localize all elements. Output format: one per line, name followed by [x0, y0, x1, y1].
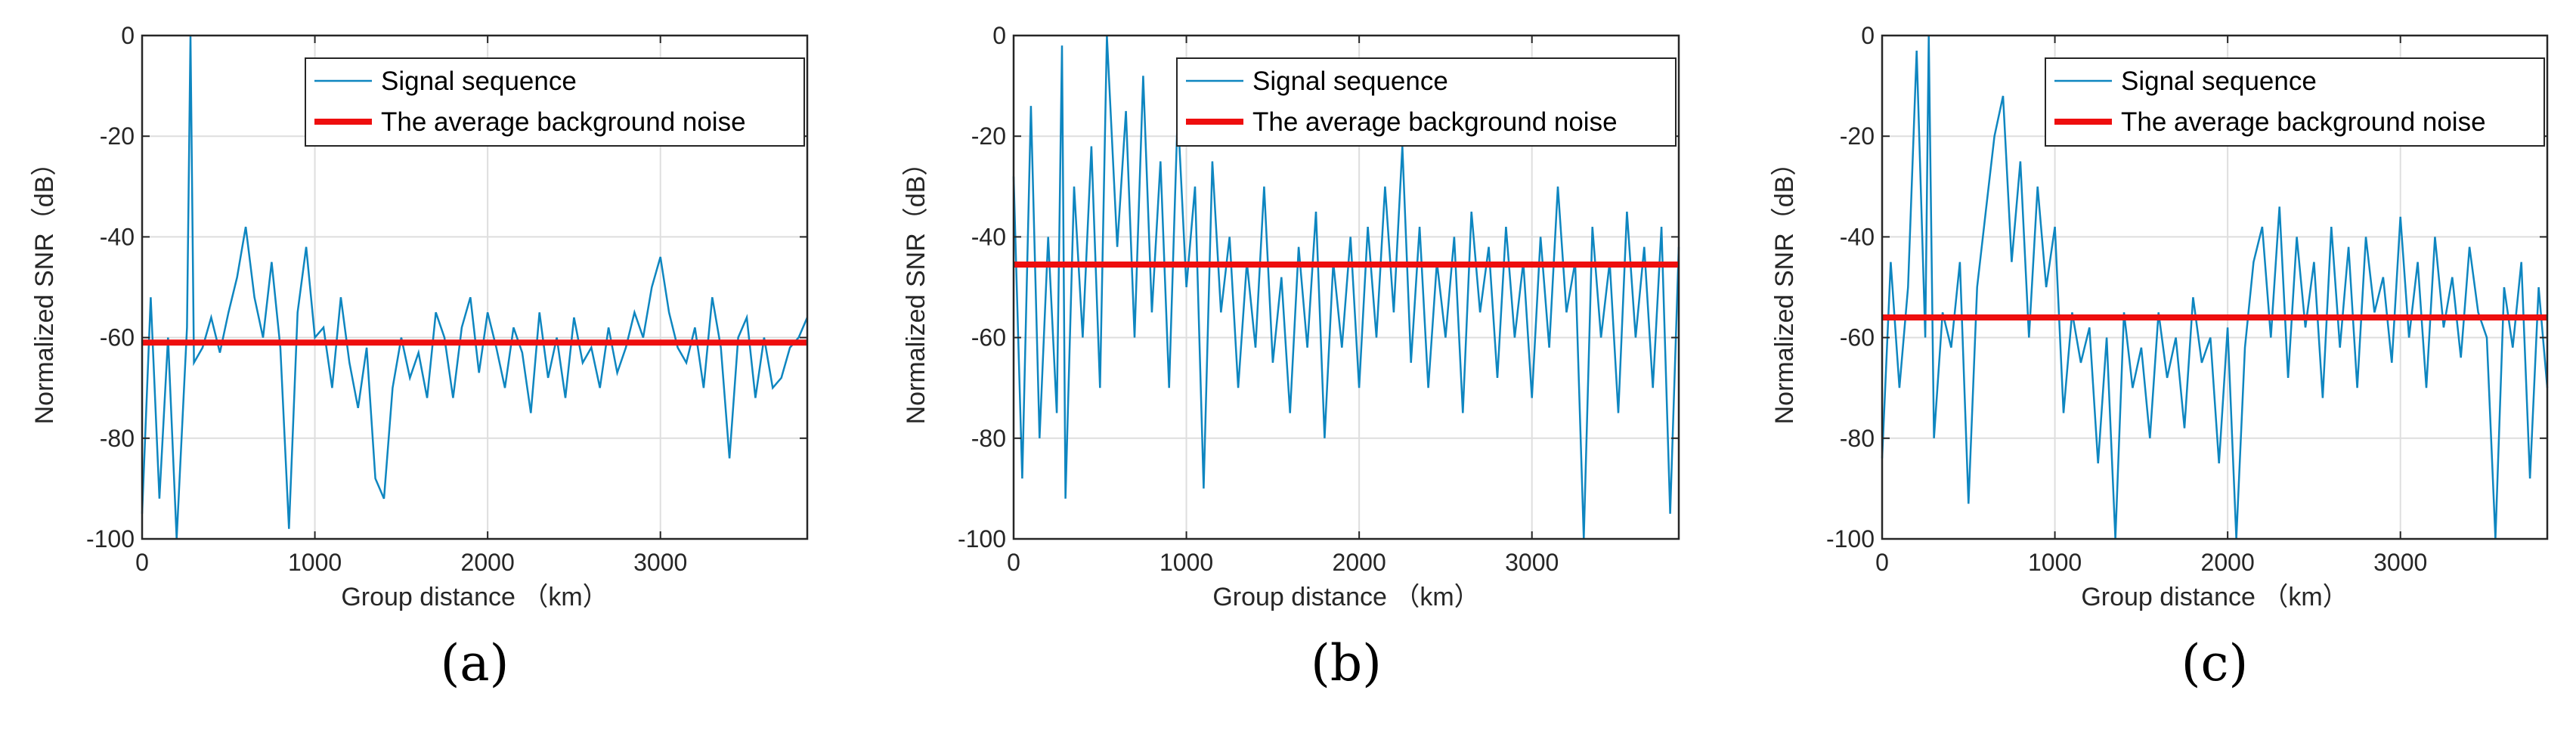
legend-entry: The average background noise — [381, 107, 746, 137]
x-tick-label: 2000 — [2201, 549, 2255, 576]
y-axis-label: Normalized SNR（dB） — [902, 150, 930, 425]
x-tick-label: 1000 — [2028, 549, 2082, 576]
signal-line — [1881, 35, 2549, 540]
x-tick-label: 2000 — [1333, 549, 1386, 576]
y-tick-label: -20 — [1840, 122, 1875, 150]
panel-label: (c) — [2181, 634, 2248, 692]
x-tick-label: 1000 — [1160, 549, 1213, 576]
legend-entry: Signal sequence — [1252, 67, 1448, 96]
axes-box — [141, 34, 809, 540]
y-tick-label: -60 — [971, 324, 1006, 351]
signal-line — [1012, 35, 1680, 540]
chart-panel-2: 0 1000 2000 3000 0 -20 -40 -60 -80 -100 Group dist… — [1770, 22, 2549, 692]
x-tick-label: 0 — [135, 549, 149, 576]
y-tick-label: -20 — [971, 122, 1006, 150]
y-tick-label: -80 — [1840, 425, 1875, 452]
x-axis-label: Group distance （km） — [1212, 583, 1479, 611]
y-tick-label: 0 — [992, 22, 1006, 49]
axes-box — [1012, 34, 1680, 540]
x-tick-label: 2000 — [461, 549, 515, 576]
x-axis-label: Group distance （km） — [2081, 583, 2348, 611]
y-tick-label: 0 — [1861, 22, 1875, 49]
axes-box — [1881, 34, 2549, 540]
y-tick-label: -20 — [100, 122, 135, 150]
y-tick-label: -60 — [1840, 324, 1875, 351]
y-tick-label: -40 — [100, 223, 135, 250]
legend-entry: The average background noise — [2121, 107, 2486, 137]
chart-panel-1: 0 1000 2000 3000 0 -20 -40 -60 -80 -100 Group dist… — [902, 22, 1680, 692]
panel-label: (b) — [1311, 634, 1382, 692]
x-tick-label: 3000 — [633, 549, 687, 576]
y-tick-label: -100 — [958, 525, 1006, 553]
legend-box — [2045, 57, 2545, 147]
y-tick-label: -100 — [86, 525, 135, 553]
x-tick-label: 0 — [1875, 549, 1889, 576]
y-tick-label: -40 — [1840, 223, 1875, 250]
chart-panel-0: 0 1000 2000 3000 0 -20 -40 -60 -80 -100 Group dist… — [30, 22, 809, 692]
y-tick-label: -80 — [100, 425, 135, 452]
signal-line — [141, 35, 809, 540]
legend-box — [305, 57, 805, 147]
legend-entry: Signal sequence — [381, 67, 577, 96]
x-tick-label: 0 — [1007, 549, 1020, 576]
panel-label: (a) — [441, 634, 509, 692]
y-tick-label: -40 — [971, 223, 1006, 250]
legend-entry: The average background noise — [1252, 107, 1618, 137]
legend-entry: Signal sequence — [2121, 67, 2317, 96]
y-axis-label: Normalized SNR（dB） — [1770, 150, 1799, 425]
y-tick-label: 0 — [121, 22, 135, 49]
y-axis-label: Normalized SNR（dB） — [30, 150, 59, 425]
legend-box — [1176, 57, 1677, 147]
y-tick-label: -100 — [1826, 525, 1875, 553]
x-axis-label: Group distance （km） — [341, 583, 608, 611]
x-tick-label: 3000 — [2373, 549, 2427, 576]
y-tick-label: -60 — [100, 324, 135, 351]
x-tick-label: 3000 — [1505, 549, 1559, 576]
y-tick-label: -80 — [971, 425, 1006, 452]
x-tick-label: 1000 — [288, 549, 342, 576]
